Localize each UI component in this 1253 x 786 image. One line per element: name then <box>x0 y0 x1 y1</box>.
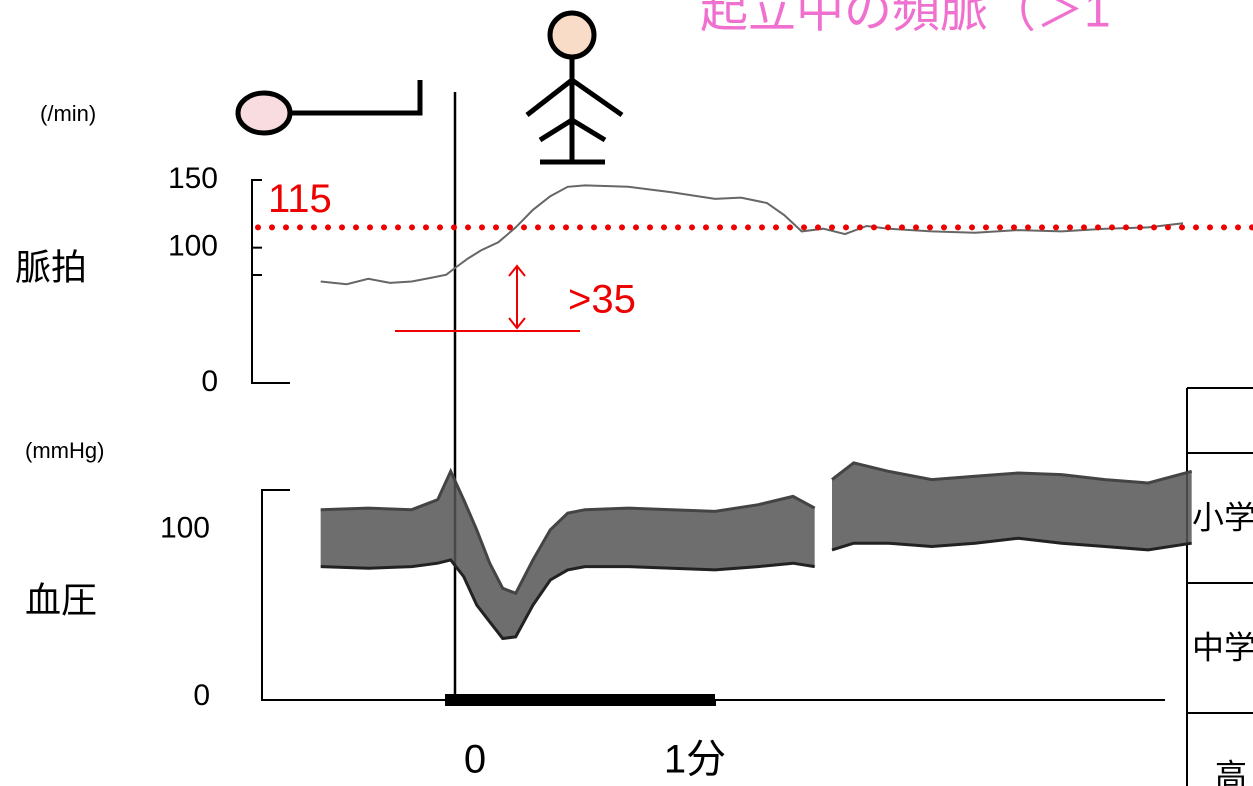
table-cell: 高 <box>1215 757 1247 786</box>
bp-line <box>320 536 1192 641</box>
increase-annotation: >35 <box>568 278 636 322</box>
threshold-label: 115 <box>268 177 332 221</box>
table-cell: 小学 <box>1192 499 1253 535</box>
slide-title: 起立中の頻脈（＞1 <box>700 0 1111 38</box>
y-tick-label: 100 <box>168 230 218 263</box>
lying-body-icon <box>290 80 423 116</box>
bp-band <box>832 462 1192 550</box>
bp-unit: (mmHg) <box>25 438 104 463</box>
y-tick-label: 0 <box>193 679 210 712</box>
pulse-label: 脈拍 <box>15 247 87 288</box>
standing-body-icon <box>525 57 624 165</box>
y-tick-label: 100 <box>160 512 210 545</box>
lying-head-icon <box>235 90 293 136</box>
x-tick-label: 0 <box>464 738 486 782</box>
x-tick-label: 1分 <box>664 738 726 782</box>
bp-label: 血圧 <box>25 580 97 621</box>
y-tick-label: 0 <box>201 365 218 398</box>
pulse-unit: (/min) <box>40 101 96 126</box>
table-frame <box>1186 387 1253 786</box>
bp-line <box>320 461 1193 596</box>
standing-head-icon <box>547 10 597 60</box>
increase-arrow <box>395 264 580 332</box>
y-tick-label: 150 <box>168 162 218 195</box>
bp-band <box>320 471 815 639</box>
pulse-line <box>320 184 1184 286</box>
standing-period-bar <box>445 694 715 706</box>
table-cell: 中学 <box>1192 629 1253 665</box>
